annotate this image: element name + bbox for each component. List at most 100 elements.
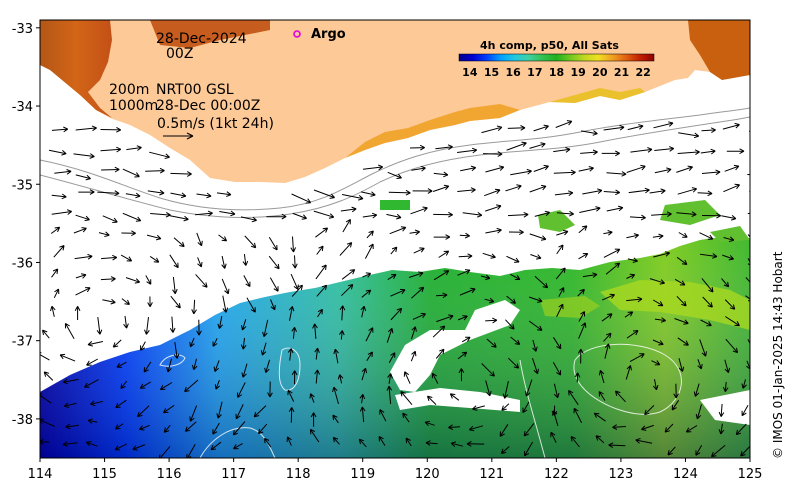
current-vector-arrow bbox=[365, 327, 374, 342]
current-vector-arrow bbox=[213, 360, 220, 372]
current-vector-arrow bbox=[629, 353, 645, 363]
current-vector-arrow bbox=[85, 441, 98, 447]
current-vector-arrow bbox=[556, 210, 574, 217]
current-vector-arrow bbox=[577, 348, 584, 364]
current-vector-arrow bbox=[51, 268, 59, 278]
current-vector-arrow bbox=[292, 212, 307, 220]
current-vector-arrow bbox=[625, 365, 632, 380]
current-vector-arrow bbox=[667, 446, 676, 456]
current-vector-arrow bbox=[147, 296, 153, 308]
isotherm-2 bbox=[573, 343, 682, 415]
current-vector-arrow bbox=[627, 124, 644, 131]
isotherm-1 bbox=[278, 347, 301, 391]
current-vector-arrow bbox=[432, 184, 450, 192]
colorbar-label: 20 bbox=[592, 66, 608, 79]
current-vector-arrow bbox=[116, 361, 127, 368]
current-vector-arrow bbox=[139, 381, 151, 389]
current-vector-arrow bbox=[379, 409, 387, 422]
current-vector-arrow bbox=[169, 215, 189, 222]
current-vector-arrow bbox=[189, 337, 195, 348]
current-vector-arrow bbox=[461, 336, 471, 343]
x-tick-label: 117 bbox=[221, 467, 246, 482]
coastal-sst-band-4 bbox=[550, 88, 645, 103]
x-tick-label: 114 bbox=[28, 467, 53, 482]
current-vector-arrow bbox=[523, 423, 535, 437]
current-vector-arrow bbox=[400, 391, 413, 406]
current-vector-arrow bbox=[507, 357, 520, 369]
x-tick-label: 122 bbox=[544, 467, 569, 482]
current-vector-arrow bbox=[332, 436, 340, 445]
current-vector-arrow bbox=[219, 210, 236, 217]
current-vector-arrow bbox=[292, 255, 298, 269]
current-vector-arrow bbox=[484, 297, 495, 304]
current-vector-arrow bbox=[291, 284, 303, 297]
current-vector-arrow bbox=[466, 441, 485, 447]
current-vector-arrow bbox=[598, 391, 606, 401]
current-vector-arrow bbox=[360, 191, 376, 197]
current-vector-arrow bbox=[556, 229, 569, 236]
current-vector-arrow bbox=[413, 247, 425, 254]
current-vector-arrow bbox=[626, 233, 640, 239]
current-vector-arrow bbox=[724, 164, 740, 172]
current-vector-arrow bbox=[339, 305, 346, 321]
current-vector-arrow bbox=[159, 382, 173, 391]
current-vector-arrow bbox=[578, 225, 588, 234]
current-vector-arrow bbox=[700, 319, 712, 327]
current-vector-arrow bbox=[510, 273, 521, 280]
current-vector-arrow bbox=[459, 287, 476, 296]
current-vector-arrow bbox=[649, 188, 666, 195]
current-vector-arrow bbox=[615, 390, 626, 403]
current-vector-arrow bbox=[741, 379, 747, 389]
current-vector-arrow bbox=[749, 191, 750, 193]
current-vector-arrow bbox=[457, 147, 478, 154]
current-vector-arrow bbox=[435, 144, 453, 151]
current-vector-arrow bbox=[570, 436, 580, 448]
current-vector-arrow bbox=[626, 164, 646, 173]
current-vector-arrow bbox=[499, 423, 509, 437]
current-vector-arrow bbox=[608, 442, 626, 449]
current-vector-arrow bbox=[358, 438, 367, 448]
current-vector-arrow bbox=[603, 230, 613, 236]
current-vector-arrow bbox=[433, 234, 451, 240]
current-vector-arrow bbox=[649, 278, 665, 285]
current-vector-arrow bbox=[73, 153, 95, 159]
current-vector-arrow bbox=[435, 348, 445, 359]
y-tick-label: -36 bbox=[12, 256, 33, 271]
current-vector-arrow bbox=[232, 421, 246, 436]
current-vector-arrow bbox=[65, 423, 79, 430]
current-vector-arrow bbox=[604, 343, 611, 359]
current-vector-arrow bbox=[78, 189, 95, 195]
scale-label: 0.5m/s (1kt 24h) bbox=[157, 116, 274, 132]
current-vector-arrow bbox=[240, 216, 257, 223]
colorbar-labels: 14 15 16 17 18 19 20 21 22 bbox=[462, 66, 651, 79]
current-vector-arrow bbox=[458, 253, 473, 260]
current-vector-arrow bbox=[635, 438, 653, 444]
current-vector-arrow bbox=[170, 192, 187, 199]
current-vector-arrow bbox=[601, 313, 613, 322]
current-vector-arrow bbox=[402, 412, 410, 423]
sst-warm-patch bbox=[600, 280, 750, 330]
x-axis: 114 115 116 117 118 119 120 121 122 123 124 125 bbox=[28, 458, 762, 482]
current-vector-arrow bbox=[314, 369, 320, 384]
current-vector-arrow bbox=[458, 368, 465, 382]
current-vector-arrow bbox=[641, 424, 654, 431]
current-vector-arrow bbox=[626, 273, 636, 279]
colorbar-label: 17 bbox=[527, 66, 542, 79]
current-vector-arrow bbox=[333, 348, 339, 364]
current-vector-arrow bbox=[612, 424, 626, 430]
current-vector-arrow bbox=[424, 420, 435, 427]
current-vector-arrow bbox=[506, 295, 516, 304]
current-vector-arrow bbox=[529, 184, 547, 193]
current-vector-arrow bbox=[702, 296, 713, 308]
current-vector-arrow bbox=[316, 284, 328, 297]
current-vector-arrow bbox=[725, 338, 739, 354]
current-vector-arrow bbox=[309, 393, 315, 403]
current-vector-arrow bbox=[485, 227, 502, 234]
current-vector-arrow bbox=[386, 213, 402, 220]
current-vector-arrow bbox=[654, 317, 666, 323]
current-vector-arrow bbox=[291, 193, 312, 204]
current-vector-arrow bbox=[677, 187, 698, 195]
current-vector-arrow bbox=[603, 248, 621, 258]
current-vector-arrow bbox=[388, 352, 396, 363]
argo-marker-icon bbox=[293, 30, 301, 38]
